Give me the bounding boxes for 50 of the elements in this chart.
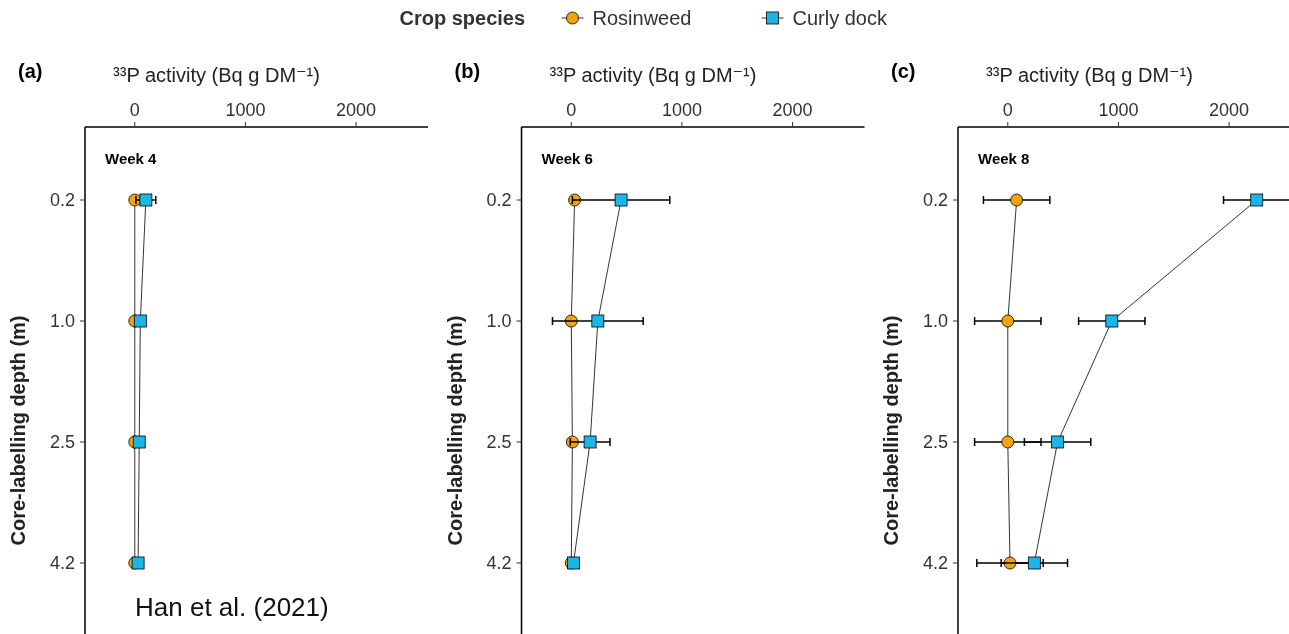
y-axis-title: Core-labelling depth (m) [7, 315, 29, 546]
y-axis-title: Core-labelling depth (m) [443, 315, 466, 546]
annotation: Week 6 [541, 150, 593, 167]
x-tick-label: 0 [566, 100, 577, 120]
y-tick-label: 0.2 [49, 190, 75, 210]
y-tick-label: 0.2 [922, 190, 948, 210]
x-tick-label: 2000 [1209, 100, 1250, 120]
chart-title: (a) [18, 60, 43, 82]
annotation: Han et al. (2021) [135, 592, 329, 622]
chart-title: (c) [891, 60, 916, 82]
x-axis-title: ³³P activity (Bq g DM⁻¹) [113, 64, 320, 86]
x-tick-label: 2000 [336, 100, 377, 120]
y-tick-label: 0.2 [486, 190, 512, 210]
legend-label: Rosinweed [592, 7, 692, 29]
annotation: Week 8 [978, 150, 1030, 167]
point [133, 314, 147, 328]
y-tick-label: 4.2 [486, 553, 512, 573]
x-tick-label: 0 [129, 100, 140, 120]
point [1027, 556, 1041, 570]
y-tick-label: 1.0 [49, 311, 75, 331]
x-tick-label: 2000 [772, 100, 813, 120]
point [139, 193, 153, 207]
y-tick-label: 4.2 [922, 553, 948, 573]
y-tick-label: 2.5 [922, 432, 948, 452]
point [614, 193, 628, 207]
annotation: Week 4 [105, 150, 158, 167]
y-tick-label: 1.0 [486, 311, 512, 331]
point [583, 435, 597, 449]
point [1010, 193, 1024, 207]
y-tick-label: 2.5 [49, 432, 75, 452]
y-axis-title: Core-labelling depth (m) [880, 315, 902, 546]
x-tick-label: 1000 [661, 100, 702, 120]
point [1105, 314, 1119, 328]
point [591, 314, 605, 328]
x-axis-title: ³³P activity (Bq g DM⁻¹) [986, 64, 1193, 86]
point [1001, 435, 1015, 449]
point [1051, 435, 1064, 449]
x-tick-label: 1000 [1098, 100, 1139, 120]
y-tick-label: 4.2 [49, 553, 75, 573]
x-axis-title: ³³P activity (Bq g DM⁻¹) [549, 64, 757, 86]
point [132, 435, 146, 449]
chart-title: (b) [454, 60, 481, 82]
x-tick-label: 1000 [225, 100, 266, 120]
point [1250, 193, 1264, 207]
legend-label: Curly dock [792, 7, 888, 29]
legend-title: Crop species [399, 7, 526, 29]
x-tick-label: 0 [1002, 100, 1013, 120]
point [1001, 314, 1015, 328]
y-tick-label: 2.5 [486, 432, 512, 452]
y-tick-label: 1.0 [922, 311, 948, 331]
